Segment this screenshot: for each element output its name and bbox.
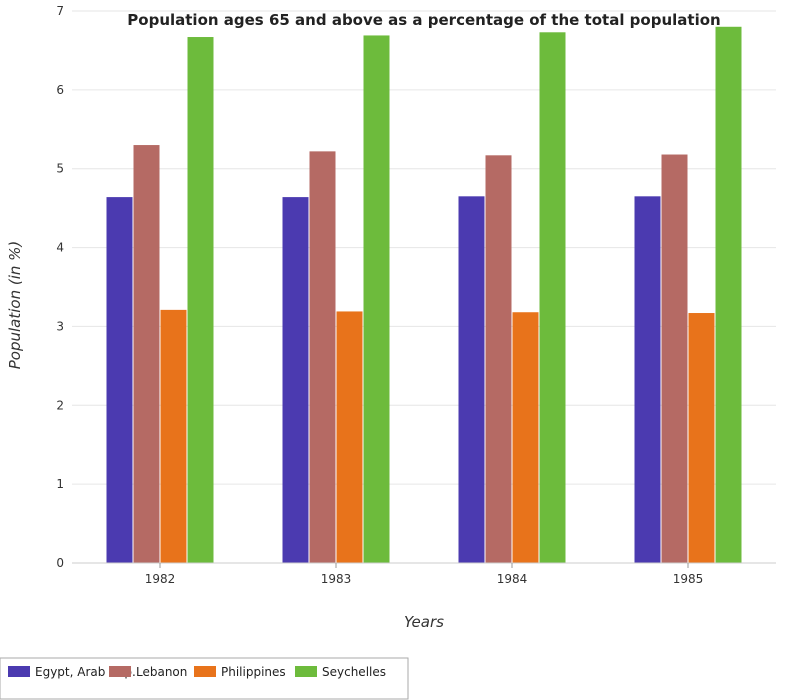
x-tick-label: 1983 bbox=[321, 572, 352, 586]
bar bbox=[133, 145, 160, 564]
y-axis-label: Population (in %) bbox=[6, 241, 24, 370]
y-tick-label: 6 bbox=[56, 83, 64, 97]
bar bbox=[160, 309, 187, 563]
bar bbox=[634, 196, 661, 564]
x-ticks: 1982 1983 1984 1985 bbox=[145, 563, 704, 586]
bar bbox=[539, 32, 566, 563]
bar bbox=[688, 313, 715, 563]
legend-swatch bbox=[109, 666, 131, 677]
y-tick-label: 4 bbox=[56, 241, 64, 255]
y-tick-label: 0 bbox=[56, 556, 64, 570]
legend-box bbox=[0, 657, 409, 700]
bar bbox=[309, 151, 336, 563]
x-tick-label: 1984 bbox=[497, 572, 528, 586]
chart-title: Population ages 65 and above as a percen… bbox=[127, 11, 720, 29]
bar bbox=[715, 26, 742, 564]
bar bbox=[485, 155, 512, 563]
legend-label: Philippines bbox=[221, 665, 286, 679]
x-axis-label: Years bbox=[404, 613, 444, 631]
bar bbox=[512, 312, 539, 563]
x-tick-label: 1985 bbox=[673, 572, 704, 586]
bar bbox=[106, 197, 133, 564]
bar bbox=[282, 197, 309, 564]
x-tick-label: 1982 bbox=[145, 572, 176, 586]
y-tick-label: 7 bbox=[56, 4, 64, 18]
legend-swatch bbox=[8, 666, 30, 677]
legend-label: Lebanon bbox=[136, 665, 187, 679]
y-ticks: 0 1 2 3 4 5 6 7 bbox=[56, 4, 64, 570]
y-tick-label: 5 bbox=[56, 162, 64, 176]
bar bbox=[661, 154, 688, 563]
y-tick-label: 1 bbox=[56, 477, 64, 491]
bars bbox=[106, 26, 742, 564]
bar bbox=[458, 196, 485, 564]
legend-label: Seychelles bbox=[322, 665, 386, 679]
bar bbox=[336, 311, 363, 563]
y-tick-label: 2 bbox=[56, 398, 64, 412]
legend-swatch bbox=[194, 666, 216, 677]
legend: Egypt, Arab Rep. Lebanon Philippines Seyche… bbox=[0, 657, 409, 700]
bar bbox=[187, 37, 214, 564]
legend-swatch bbox=[295, 666, 317, 677]
bar bbox=[363, 35, 390, 563]
y-tick-label: 3 bbox=[56, 319, 64, 333]
